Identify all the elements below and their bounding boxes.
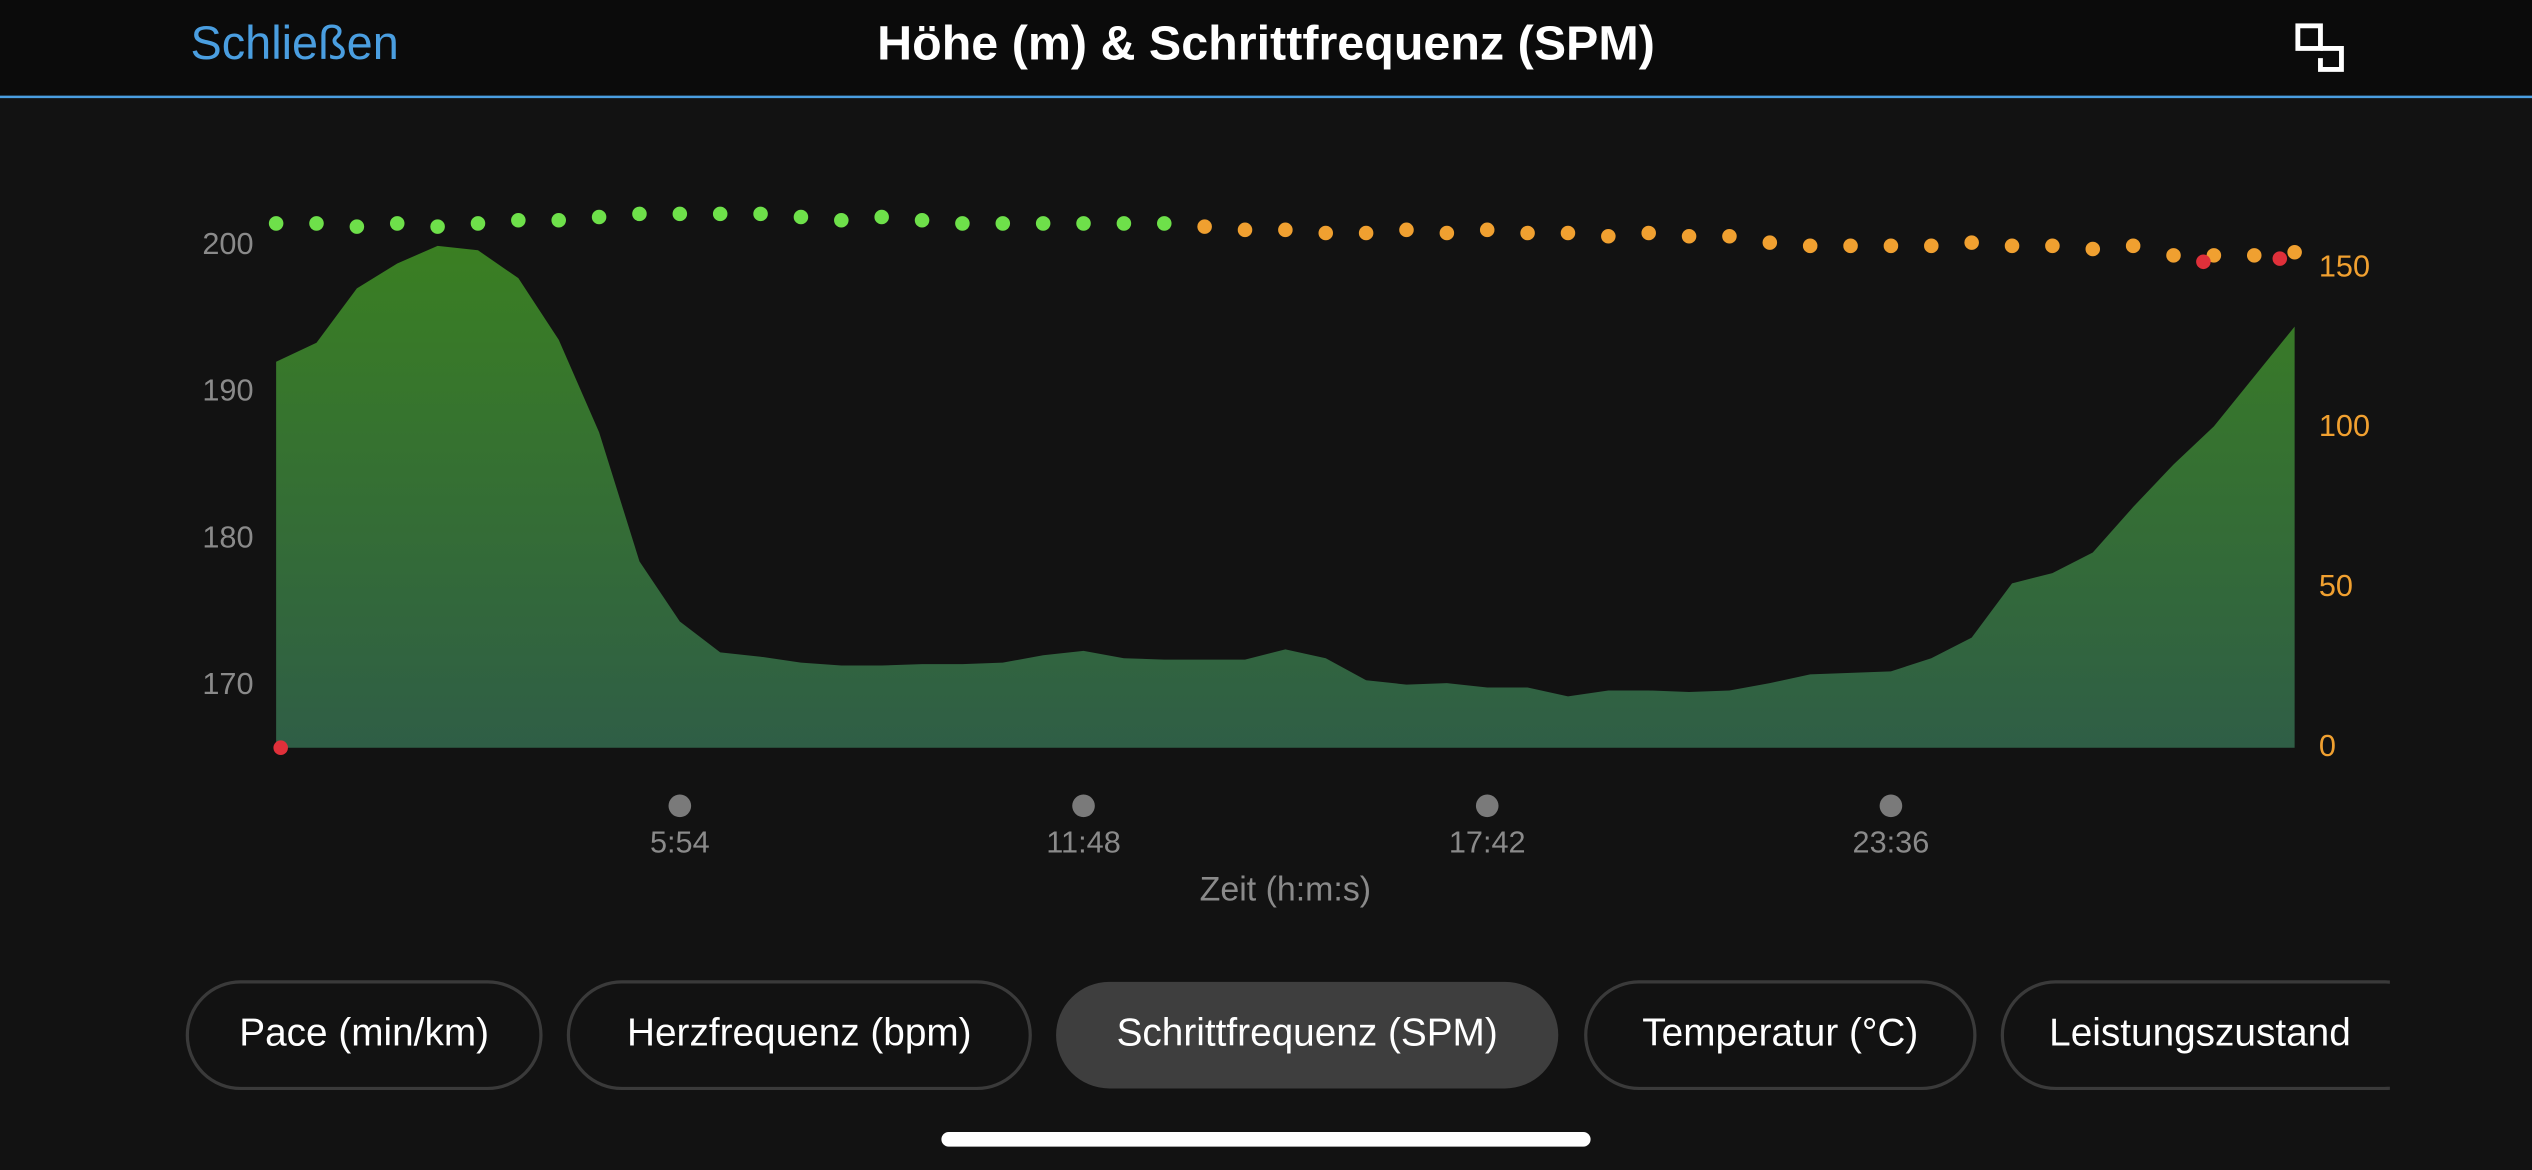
- cadence-point: [712, 206, 728, 222]
- cadence-point: [1318, 225, 1334, 241]
- y2-tick-label: 100: [2319, 408, 2370, 443]
- y-tick-label: 180: [202, 519, 253, 554]
- expand-icon-corner: [2318, 46, 2344, 72]
- cadence-point: [1681, 228, 1697, 244]
- tab-label: Pace (min/km): [239, 1011, 489, 1054]
- cadence-point: [1560, 225, 1576, 241]
- x-tick-mark: [1475, 794, 1499, 818]
- cadence-point: [591, 209, 607, 225]
- elevation-area: [276, 245, 2295, 748]
- y-tick-label: 190: [202, 373, 253, 408]
- cadence-point: [1116, 216, 1132, 231]
- cadence-point: [1358, 225, 1374, 241]
- cadence-point: [1035, 216, 1051, 231]
- cadence-point: [1964, 235, 1979, 250]
- tab-button[interactable]: [1056, 981, 1559, 1089]
- cadence-point: [430, 219, 445, 234]
- cadence-point: [1762, 235, 1778, 250]
- cadence-point: [1076, 216, 1091, 231]
- cadence-point: [1439, 225, 1455, 241]
- y-tick-label: 170: [202, 666, 253, 701]
- cadence-point: [268, 216, 284, 231]
- cadence-point: [1924, 238, 1939, 254]
- y-tick-label: 200: [202, 226, 253, 261]
- cadence-point: [511, 212, 526, 228]
- tab-button[interactable]: [566, 980, 1032, 1091]
- x-axis-label: Zeit (h:m:s): [1200, 870, 1371, 908]
- cadence-point: [1197, 219, 1212, 234]
- cadence-point: [834, 212, 849, 228]
- cadence-point: [1237, 222, 1253, 238]
- y2-tick-label: 50: [2319, 568, 2353, 603]
- cadence-point: [874, 209, 889, 225]
- cadence-point: [672, 206, 688, 222]
- cadence-point: [1883, 238, 1899, 254]
- cadence-point: [1802, 238, 1818, 254]
- cadence-point: [632, 206, 647, 222]
- cadence-point: [1722, 228, 1737, 244]
- x-tick-label: 11:48: [1046, 825, 1120, 860]
- cadence-point: [955, 216, 970, 231]
- cadence-point: [389, 216, 405, 231]
- tab-label: Herzfrequenz (bpm): [627, 1011, 972, 1054]
- y2-tick-label: 150: [2319, 248, 2370, 283]
- cadence-point: [2206, 248, 2222, 263]
- cadence-point: [2196, 254, 2211, 270]
- cadence-point: [793, 209, 809, 225]
- cadence-point: [1520, 225, 1535, 241]
- cadence-point: [2045, 238, 2060, 254]
- cadence-point: [2085, 241, 2101, 257]
- tab-button[interactable]: [2000, 980, 2438, 1091]
- expand-icon-square: [2295, 23, 2323, 51]
- tab-bar: Pace (min/km) Herzfrequenz (bpm) Schrittfr…: [185, 980, 2438, 1091]
- tab-label: Temperatur (°C): [1642, 1011, 1918, 1054]
- cadence-point: [1399, 222, 1414, 238]
- header-bar: [0, 0, 2532, 97]
- x-tick-label: 17:42: [1449, 825, 1526, 860]
- x-tick-mark: [668, 794, 692, 818]
- header-title: Höhe (m) & Schrittfrequenz (SPM): [877, 17, 1655, 71]
- cadence-point: [2125, 238, 2141, 254]
- cadence-point: [1479, 222, 1495, 238]
- cadence-point: [470, 216, 486, 231]
- home-indicator: [941, 1132, 1591, 1147]
- cadence-point: [551, 212, 566, 228]
- cadence-point: [1278, 222, 1293, 238]
- x-tick-mark: [1072, 794, 1095, 818]
- cadence-point: [309, 216, 324, 231]
- cadence-point: [2287, 244, 2302, 260]
- tab-button[interactable]: [1584, 980, 1977, 1091]
- x-tick-mark: [1879, 794, 1903, 818]
- cadence-point: [1641, 225, 1656, 241]
- cadence-point: [1843, 238, 1858, 254]
- cadence-point: [2004, 238, 2020, 254]
- x-tick-label: 23:36: [1853, 825, 1930, 860]
- tab-button[interactable]: [185, 980, 543, 1091]
- cadence-point: [1157, 216, 1172, 231]
- cadence-point: [273, 740, 288, 755]
- cadence-point: [914, 212, 930, 228]
- tab-label: Leistungszustand: [2049, 1011, 2351, 1054]
- y2-tick-label: 0: [2319, 728, 2336, 763]
- close-button[interactable]: Schließen: [191, 17, 399, 69]
- cadence-point: [2166, 248, 2181, 263]
- expand-icon[interactable]: [2295, 23, 2344, 72]
- x-tick-label: 5:54: [650, 825, 710, 860]
- tab-label: Schrittfrequenz (SPM): [1117, 1011, 1498, 1054]
- cadence-point: [753, 206, 768, 222]
- cadence-point: [349, 219, 365, 234]
- chart: 170 180 190 200 0 50 100 150 5:54 11:48 17:42 23:36…: [202, 206, 2370, 908]
- cadence-point: [2246, 248, 2262, 263]
- cadence-point: [995, 216, 1011, 231]
- cadence-point: [2272, 251, 2288, 266]
- cadence-point: [1601, 228, 1616, 244]
